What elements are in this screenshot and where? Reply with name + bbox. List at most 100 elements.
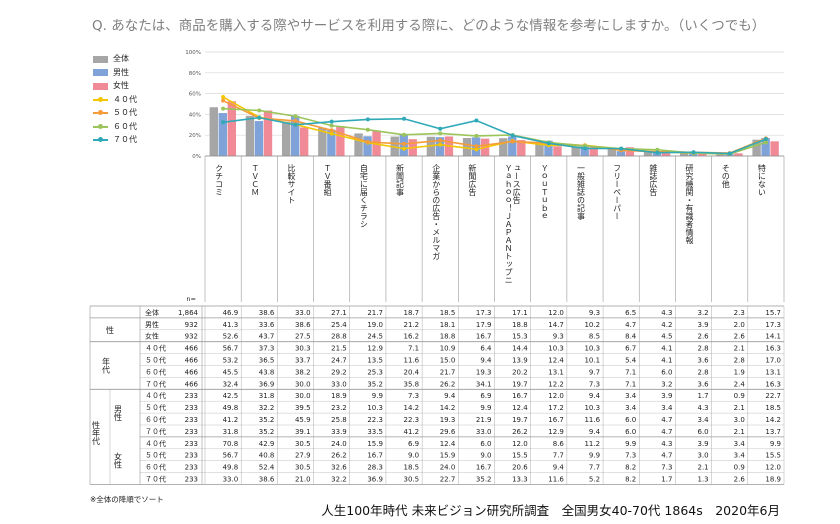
table-cell: 49.8 <box>223 404 239 412</box>
table-cell: 41.2 <box>404 428 420 436</box>
table-row-label: ５０代 <box>145 356 166 365</box>
table-cell: 9.7 <box>589 368 600 376</box>
legend-item-female: 女性 <box>93 79 173 93</box>
table-cell: 3.4 <box>661 404 673 412</box>
line-a70 <box>222 116 767 155</box>
table-cell: 32.4 <box>223 380 239 388</box>
bar-all <box>209 107 218 156</box>
table-cell: 33.0 <box>331 380 347 388</box>
table-cell: 7.1 <box>625 368 636 376</box>
point-a50 <box>329 128 334 133</box>
y-tick-label: 0% <box>192 154 201 160</box>
bar-male <box>254 121 264 156</box>
point-a70 <box>257 115 262 120</box>
table-cell: 10.3 <box>584 404 600 412</box>
table-cell: 41.2 <box>223 416 239 424</box>
table-cell: 0.9 <box>734 464 745 472</box>
bar-all <box>535 143 544 156</box>
point-a40 <box>221 95 226 100</box>
point-a60 <box>293 114 298 119</box>
table-n-value: 233 <box>185 464 198 472</box>
point-a40 <box>474 147 479 152</box>
chart-legend: 全体 男性 女性 ４０代 ５０代 ６０代 ７０代 <box>93 52 173 147</box>
table-cell: 35.2 <box>476 476 492 484</box>
table-cell: 20.4 <box>404 368 420 376</box>
table-cell: 30.3 <box>295 345 311 353</box>
table-cell: 12.0 <box>548 392 564 400</box>
table-cell: 19.3 <box>440 416 456 424</box>
table-n-value: 233 <box>185 476 198 484</box>
table-cell: 3.9 <box>661 392 672 400</box>
table-cell: 18.7 <box>404 309 420 317</box>
table-cell: 24.0 <box>331 440 347 448</box>
table-cell: 6.0 <box>480 440 491 448</box>
table-row-label: ４０代 <box>145 391 166 400</box>
category-label: 自宅に届くチラシ <box>359 163 368 228</box>
table-n-value: 932 <box>185 333 198 341</box>
point-a70 <box>763 137 768 142</box>
category-label: 雑誌広告 <box>649 163 658 197</box>
table-cell: 14.2 <box>404 404 420 412</box>
table-cell: 34.1 <box>476 380 492 388</box>
bar-female <box>299 127 309 156</box>
table-cell: 26.2 <box>512 428 528 436</box>
legend-item-all: 全体 <box>93 52 173 66</box>
point-a70 <box>329 119 334 124</box>
group-label-female: 女性 <box>114 452 123 469</box>
table-cell: 6.4 <box>480 345 492 353</box>
table-cell: 7.1 <box>408 345 419 353</box>
bar-male <box>580 145 589 156</box>
point-a70 <box>474 118 479 123</box>
table-cell: 7.7 <box>589 464 600 472</box>
table-cell: 36.9 <box>367 476 383 484</box>
table-cell: 27.5 <box>295 333 311 341</box>
table-cell: 6.7 <box>625 345 636 353</box>
point-a50 <box>365 139 370 144</box>
table-cell: 27.1 <box>331 309 347 317</box>
table-cell: 39.5 <box>295 404 311 412</box>
survey-question: Q. あなたは、商品を購入する際やサービスを利用する際に、どのような情報を参考に… <box>92 18 766 34</box>
table-cell: 9.9 <box>480 404 491 412</box>
table-cell: 9.4 <box>589 428 601 436</box>
point-a60 <box>438 131 443 136</box>
table-cell: 3.9 <box>697 440 708 448</box>
table-cell: 52.6 <box>223 333 239 341</box>
table-cell: 14.7 <box>548 321 564 329</box>
table-cell: 4.3 <box>661 309 672 317</box>
point-a70 <box>221 120 226 125</box>
table-cell: 32.6 <box>331 464 347 472</box>
table-cell: 21.9 <box>476 416 492 424</box>
group-label-age: 年代 <box>102 357 111 375</box>
table-cell: 14.1 <box>765 333 781 341</box>
table-cell: 4.3 <box>661 440 672 448</box>
bar-female <box>625 147 635 156</box>
legend-marker-70s <box>98 137 103 142</box>
table-cell: 15.0 <box>440 357 456 365</box>
table-cell: 20.6 <box>512 464 528 472</box>
table-cell: 19.3 <box>476 368 492 376</box>
table-n-value: 466 <box>185 380 199 388</box>
table-row-label: ７０代 <box>145 427 166 436</box>
table-cell: 26.2 <box>331 452 347 460</box>
point-a70 <box>510 133 515 138</box>
table-cell: 31.8 <box>223 428 239 436</box>
table-n-value: 233 <box>185 428 198 436</box>
table-cell: 12.4 <box>440 440 456 448</box>
table-cell: 9.0 <box>408 452 419 460</box>
table-cell: 9.4 <box>589 392 601 400</box>
table-cell: 43.8 <box>259 368 275 376</box>
table-cell: 3.0 <box>734 416 745 424</box>
table-cell: 8.5 <box>589 333 600 341</box>
point-a50 <box>438 138 443 143</box>
table-cell: 3.4 <box>734 440 746 448</box>
table-cell: 17.2 <box>548 404 564 412</box>
table-cell: 9.4 <box>444 392 456 400</box>
legend-marker-50s <box>98 110 103 115</box>
table-cell: 9.9 <box>770 440 781 448</box>
table-cell: 9.9 <box>589 452 600 460</box>
table-cell: 14.4 <box>512 345 528 353</box>
table-cell: 13.9 <box>512 357 528 365</box>
legend-label-male: 男性 <box>113 67 129 77</box>
table-cell: 14.2 <box>440 404 456 412</box>
